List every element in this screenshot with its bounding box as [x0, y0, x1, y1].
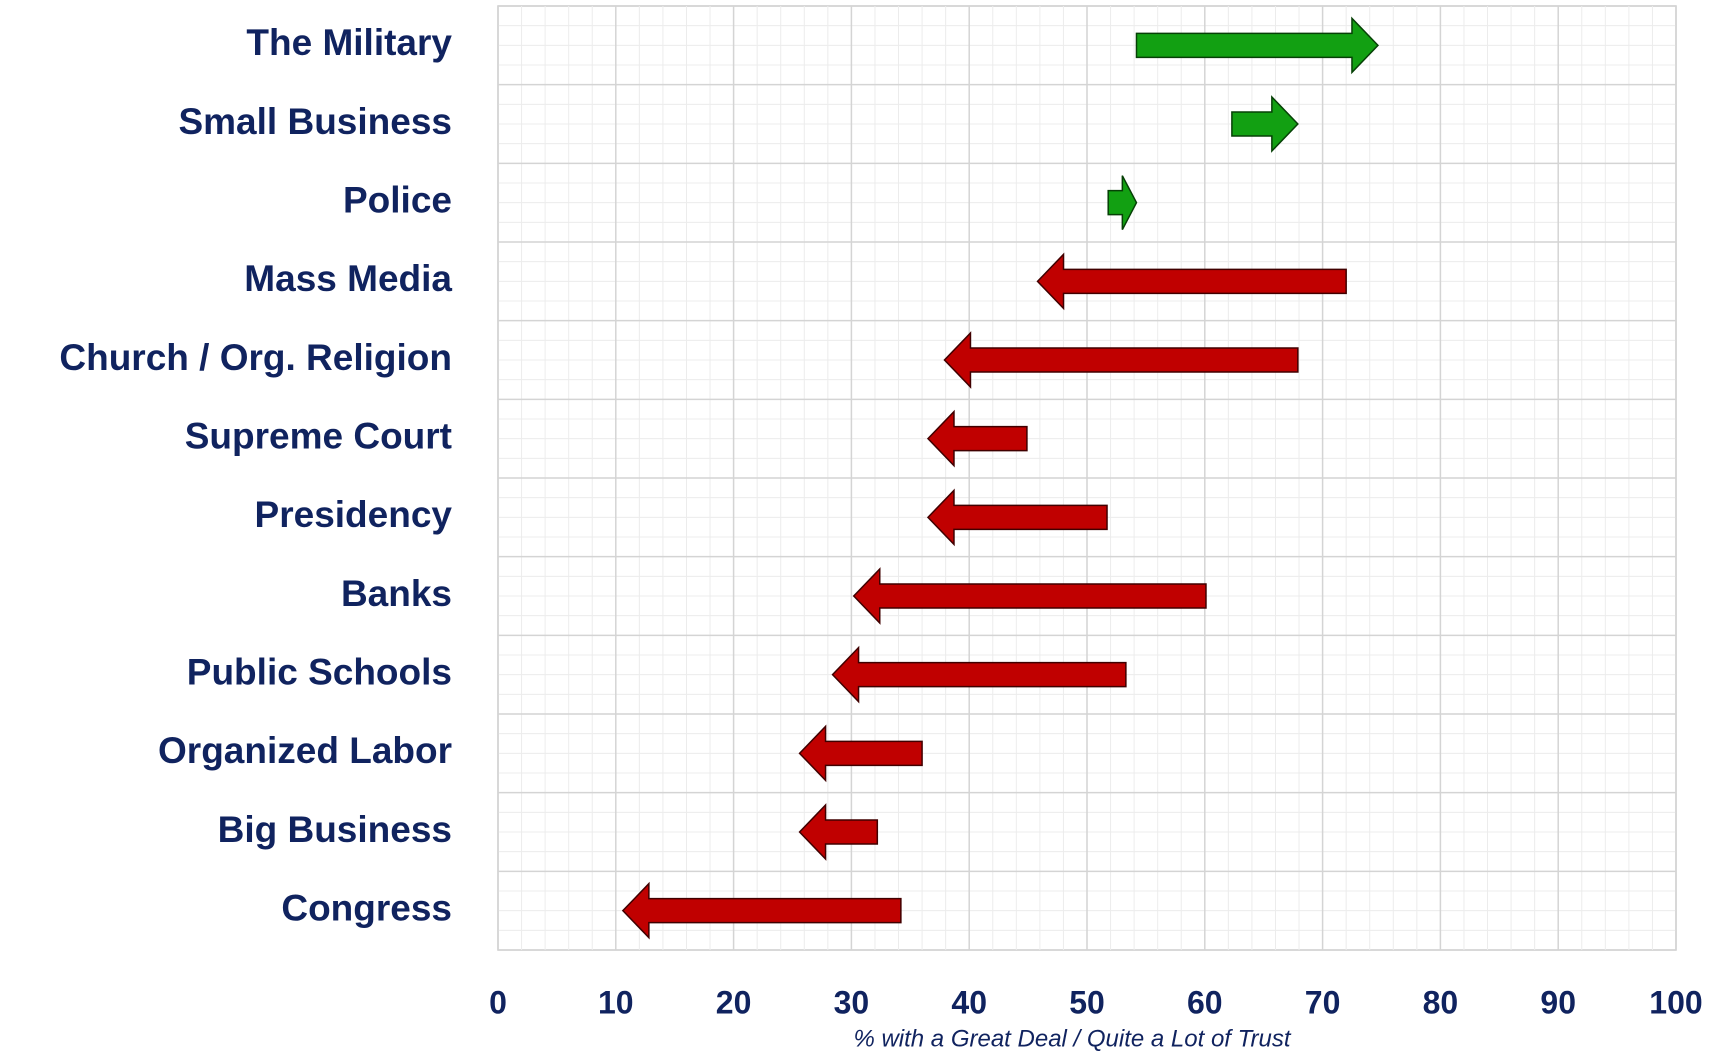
arrow: [831, 645, 1127, 704]
x-axis-label: % with a Great Deal / Quite a Lot of Tru…: [853, 1025, 1291, 1052]
arrow: [621, 881, 902, 940]
x-tick-label: 20: [716, 984, 752, 1020]
arrow: [798, 803, 879, 861]
arrow: [926, 409, 1028, 468]
arrow: [1036, 252, 1347, 311]
arrow: [943, 331, 1299, 389]
category-label: Public Schools: [187, 651, 452, 692]
x-tick-label: 60: [1187, 984, 1223, 1020]
category-label: Organized Labor: [158, 730, 452, 771]
category-label: Mass Media: [244, 258, 452, 299]
arrow: [926, 488, 1108, 547]
arrow: [852, 567, 1207, 625]
category-label: Church / Org. Religion: [59, 337, 452, 378]
x-tick-label: 0: [489, 984, 507, 1020]
x-tick-label: 100: [1649, 984, 1702, 1020]
x-tick-label: 10: [598, 984, 634, 1020]
category-label: Presidency: [255, 494, 453, 535]
category-label: Big Business: [218, 809, 452, 850]
category-label: Police: [343, 179, 452, 220]
x-tick-label: 40: [951, 984, 987, 1020]
category-label: Banks: [341, 573, 452, 614]
category-label: Supreme Court: [185, 415, 452, 456]
category-label: The Military: [246, 22, 452, 63]
x-tick-label: 30: [834, 984, 870, 1020]
arrow: [1107, 175, 1138, 231]
arrow: [798, 724, 923, 783]
arrow: [1135, 16, 1380, 75]
x-tick-label: 90: [1540, 984, 1576, 1020]
category-label: Small Business: [178, 101, 452, 142]
x-tick-label: 50: [1069, 984, 1105, 1020]
arrow: [1231, 95, 1299, 153]
category-label: Congress: [281, 887, 452, 928]
x-tick-label: 70: [1305, 984, 1341, 1020]
x-tick-label: 80: [1423, 984, 1459, 1020]
